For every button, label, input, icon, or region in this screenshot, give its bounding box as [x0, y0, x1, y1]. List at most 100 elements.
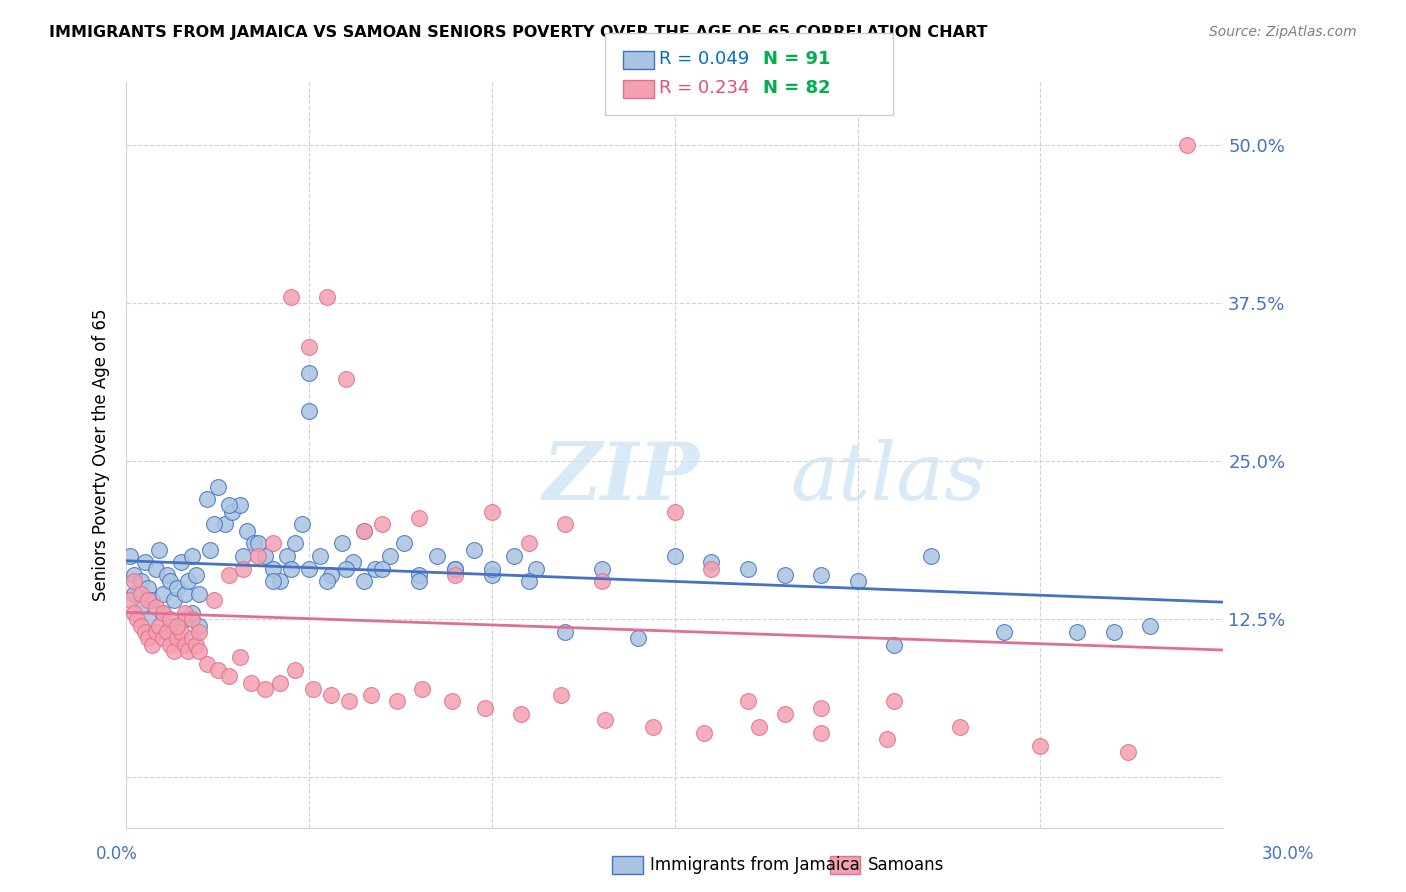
- Point: [337, 694, 360, 708]
- Text: atlas: atlas: [790, 439, 986, 516]
- Point: [319, 568, 342, 582]
- Point: [254, 681, 277, 696]
- Text: Source: ZipAtlas.com: Source: ZipAtlas.com: [1209, 25, 1357, 39]
- Point: [181, 606, 204, 620]
- Text: R = 0.049: R = 0.049: [659, 50, 749, 68]
- Point: [163, 644, 186, 658]
- Point: [148, 542, 170, 557]
- Point: [145, 599, 167, 614]
- Point: [122, 568, 145, 582]
- Point: [301, 681, 323, 696]
- Point: [177, 574, 200, 589]
- Point: [353, 574, 375, 589]
- Point: [517, 574, 540, 589]
- Point: [207, 663, 229, 677]
- Point: [319, 688, 342, 702]
- Point: [280, 290, 302, 304]
- Point: [342, 555, 364, 569]
- Point: [298, 366, 321, 380]
- Point: [173, 587, 195, 601]
- Point: [181, 549, 204, 563]
- Text: N = 91: N = 91: [763, 50, 831, 68]
- Point: [188, 624, 211, 639]
- Point: [280, 562, 302, 576]
- Point: [221, 505, 243, 519]
- Point: [627, 632, 650, 646]
- Point: [481, 505, 503, 519]
- Point: [1066, 624, 1088, 639]
- Point: [591, 574, 613, 589]
- Point: [385, 694, 408, 708]
- Point: [920, 549, 942, 563]
- Point: [145, 624, 167, 639]
- Point: [298, 562, 321, 576]
- Point: [122, 587, 145, 601]
- Point: [810, 568, 832, 582]
- Point: [353, 524, 375, 538]
- Point: [316, 574, 339, 589]
- Point: [773, 707, 796, 722]
- Point: [166, 581, 188, 595]
- Point: [444, 568, 467, 582]
- Point: [166, 618, 188, 632]
- Point: [246, 549, 269, 563]
- Point: [876, 732, 898, 747]
- Point: [392, 536, 415, 550]
- Point: [159, 618, 181, 632]
- Point: [188, 644, 211, 658]
- Point: [262, 536, 284, 550]
- Point: [810, 726, 832, 740]
- Point: [122, 574, 145, 589]
- Point: [269, 574, 291, 589]
- Point: [184, 568, 207, 582]
- Point: [152, 606, 174, 620]
- Point: [335, 372, 357, 386]
- Point: [214, 517, 236, 532]
- Point: [195, 492, 218, 507]
- Point: [316, 290, 339, 304]
- Point: [283, 663, 305, 677]
- Point: [218, 568, 240, 582]
- Point: [269, 675, 291, 690]
- Point: [243, 536, 266, 550]
- Point: [218, 669, 240, 683]
- Point: [330, 536, 353, 550]
- Point: [1175, 138, 1198, 153]
- Point: [883, 694, 905, 708]
- Point: [148, 618, 170, 632]
- Y-axis label: Seniors Poverty Over the Age of 65: Seniors Poverty Over the Age of 65: [93, 309, 110, 601]
- Point: [700, 555, 723, 569]
- Point: [228, 499, 250, 513]
- Point: [155, 568, 177, 582]
- Point: [298, 403, 321, 417]
- Point: [298, 341, 321, 355]
- Point: [309, 549, 332, 563]
- Point: [262, 574, 284, 589]
- Point: [166, 632, 188, 646]
- Point: [360, 688, 382, 702]
- Point: [127, 612, 149, 626]
- Point: [353, 524, 375, 538]
- Point: [170, 555, 193, 569]
- Point: [239, 675, 262, 690]
- Text: 30.0%: 30.0%: [1263, 846, 1315, 863]
- Point: [122, 606, 145, 620]
- Point: [177, 644, 200, 658]
- Point: [371, 517, 394, 532]
- Point: [118, 593, 141, 607]
- Point: [152, 587, 174, 601]
- Point: [517, 536, 540, 550]
- Point: [883, 638, 905, 652]
- Point: [141, 593, 163, 607]
- Point: [155, 624, 177, 639]
- Point: [145, 562, 167, 576]
- Text: Samoans: Samoans: [868, 856, 943, 874]
- Point: [236, 524, 259, 538]
- Point: [202, 593, 225, 607]
- Point: [1139, 618, 1161, 632]
- Point: [550, 688, 572, 702]
- Point: [949, 720, 972, 734]
- Point: [440, 694, 463, 708]
- Point: [200, 542, 222, 557]
- Point: [152, 632, 174, 646]
